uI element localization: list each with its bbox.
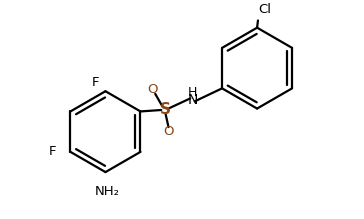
Text: O: O [163,125,174,138]
Text: NH₂: NH₂ [94,185,119,198]
Text: F: F [48,145,56,158]
Text: S: S [159,102,170,118]
Text: N: N [187,93,198,107]
Text: Cl: Cl [258,3,272,16]
Text: H: H [188,86,197,99]
Text: O: O [148,83,158,96]
Text: F: F [92,76,99,89]
